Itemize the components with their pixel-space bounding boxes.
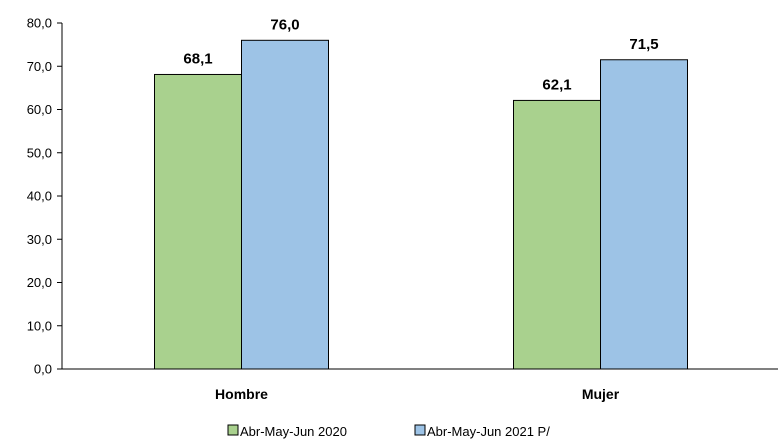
legend-label: Abr-May-Jun 2021 P/ bbox=[427, 424, 550, 439]
bars: 68,1 76,0 62,1 71,5 bbox=[154, 16, 688, 370]
y-tick-label: 30,0 bbox=[27, 232, 52, 247]
data-label: 62,1 bbox=[542, 76, 571, 93]
bar-mujer-series-1 bbox=[513, 99, 601, 370]
legend: Abr-May-Jun 2020 Abr-May-Jun 2021 P/ bbox=[227, 424, 550, 439]
y-axis: 0,0 10,0 20,0 30,0 40,0 50,0 60,0 70,0 80,0 bbox=[27, 16, 63, 377]
y-tick-label: 40,0 bbox=[27, 189, 52, 204]
data-label: 76,0 bbox=[270, 16, 299, 33]
x-axis: Hombre Mujer bbox=[62, 368, 778, 402]
y-tick-label: 70,0 bbox=[27, 59, 52, 74]
legend-swatch bbox=[414, 424, 426, 436]
bar-hombre-series-2 bbox=[241, 39, 329, 370]
data-label: 68,1 bbox=[183, 50, 212, 67]
y-tick-label: 0,0 bbox=[34, 362, 52, 377]
x-category-label: Hombre bbox=[215, 386, 268, 402]
x-category-label: Mujer bbox=[582, 386, 620, 402]
y-tick-label: 20,0 bbox=[27, 275, 52, 290]
y-tick-label: 60,0 bbox=[27, 102, 52, 117]
bar-mujer-series-2 bbox=[600, 59, 688, 370]
legend-label: Abr-May-Jun 2020 bbox=[240, 424, 347, 439]
y-tick-label: 80,0 bbox=[27, 16, 52, 31]
data-label: 71,5 bbox=[629, 36, 658, 53]
bar-hombre-series-1 bbox=[154, 73, 242, 370]
y-tick-label: 50,0 bbox=[27, 145, 52, 160]
legend-swatch bbox=[227, 424, 239, 436]
y-tick-label: 10,0 bbox=[27, 318, 52, 333]
